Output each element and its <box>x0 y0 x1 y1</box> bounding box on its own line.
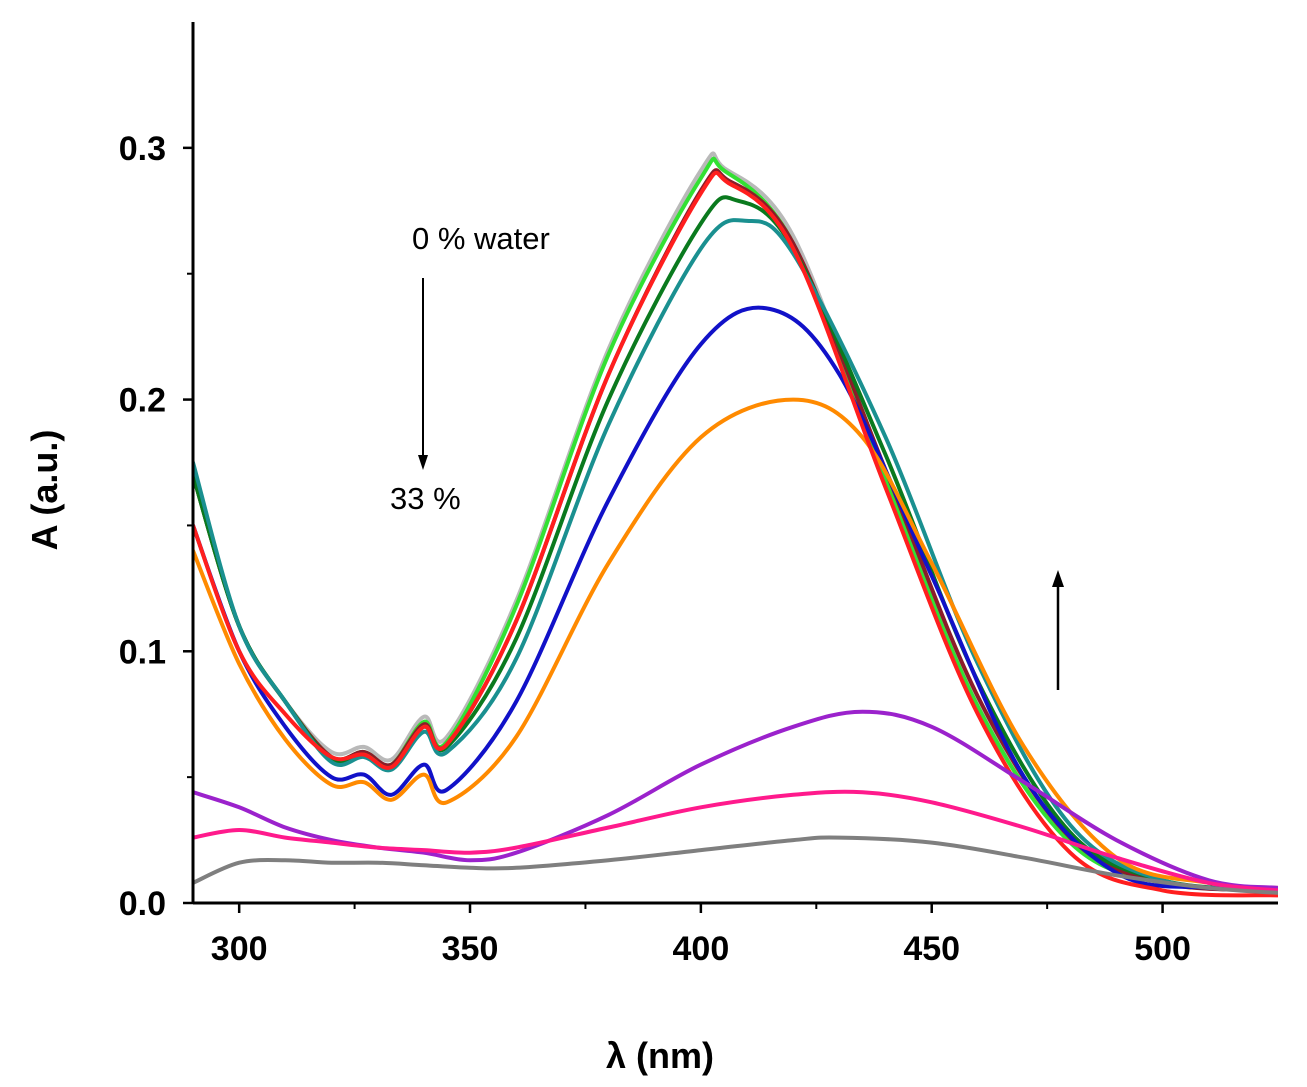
x-axis-title: λ (nm) <box>606 1035 714 1076</box>
series-line-curve-red <box>193 170 1278 898</box>
x-tick-label: 400 <box>673 930 730 968</box>
series-line-curve-grey-dark <box>193 835 1278 895</box>
y-axis-title: A (a.u.) <box>24 430 65 551</box>
ticks-layer: 300 350 400 450 500 0.0 0.1 0.2 0.3 <box>119 130 1191 968</box>
x-tick-label: 350 <box>442 930 499 968</box>
series-line-curve-violet <box>193 709 1278 890</box>
series-line-curve-pink <box>193 789 1278 893</box>
series-line-curve-teal <box>193 218 1278 893</box>
y-tick-label: 0.0 <box>119 885 166 923</box>
x-tick-label: 300 <box>211 930 268 968</box>
y-tick-label: 0.1 <box>119 633 166 671</box>
increase-arrow <box>1052 570 1064 690</box>
axes-layer <box>191 22 1278 905</box>
x-tick-label: 500 <box>1134 930 1191 968</box>
annotation-bottom-label: 33 % <box>390 481 461 516</box>
series-line-curve-grey-light <box>193 151 1278 893</box>
annotation-top-label: 0 % water <box>412 221 550 256</box>
series-line-curve-green <box>193 195 1278 893</box>
series-layer <box>193 151 1278 898</box>
series-line-curve-blue <box>193 305 1278 893</box>
series-line-curve-lime <box>193 156 1278 893</box>
decrease-arrow <box>418 278 428 470</box>
y-tick-label: 0.3 <box>119 130 166 168</box>
y-tick-label: 0.2 <box>119 382 166 420</box>
series-line-curve-orange <box>193 397 1278 890</box>
x-tick-label: 450 <box>903 930 960 968</box>
